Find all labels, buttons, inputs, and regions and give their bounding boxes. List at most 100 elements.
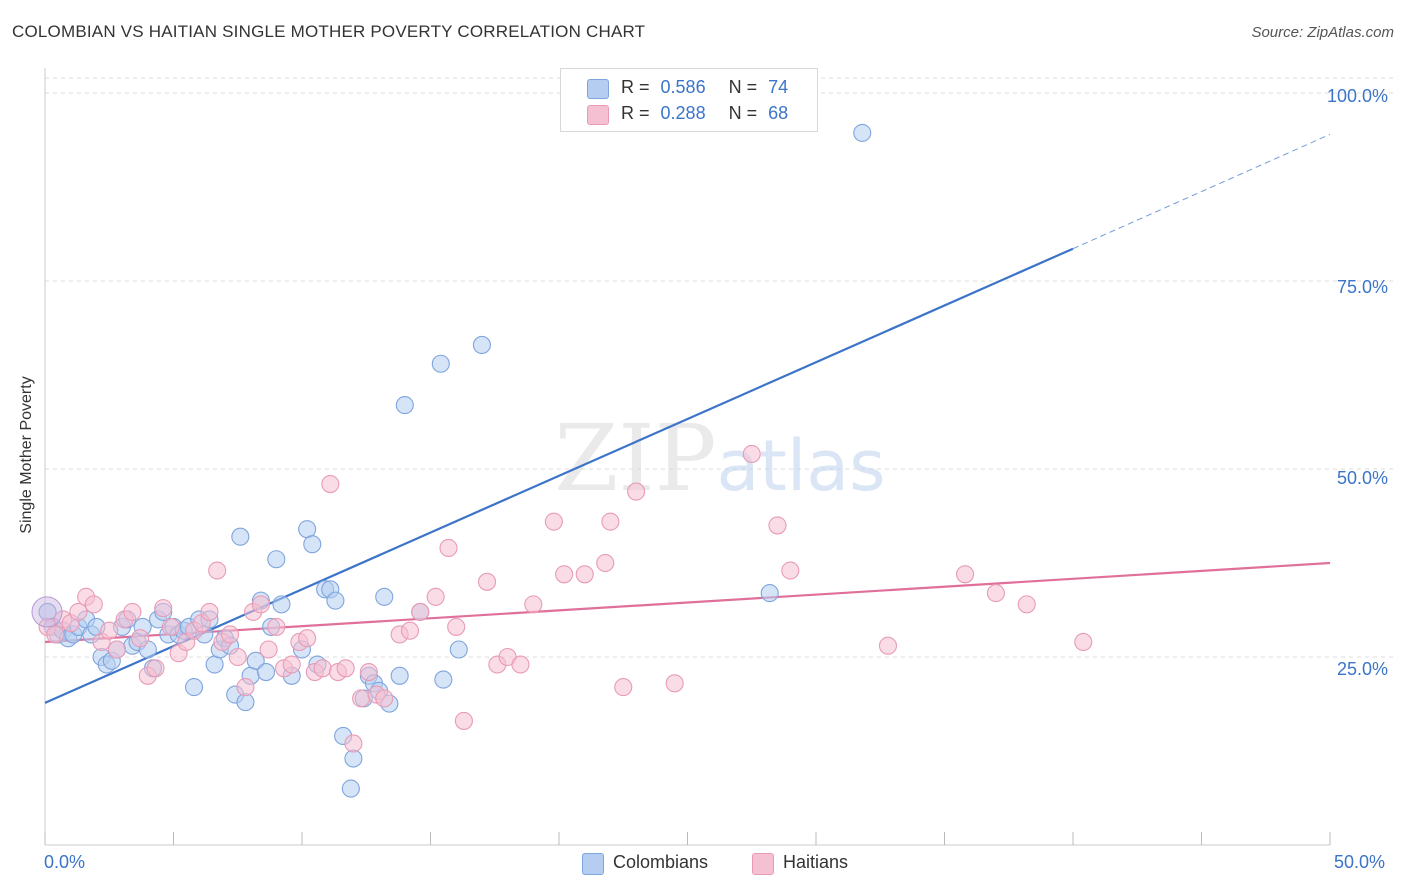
point-colombians xyxy=(375,587,394,606)
point-haitians xyxy=(665,674,684,693)
point-colombians xyxy=(341,779,360,798)
point-colombians xyxy=(472,335,491,354)
point-haitians xyxy=(555,565,574,584)
point-haitians xyxy=(454,711,473,730)
point-haitians xyxy=(84,595,103,614)
legend-n-value: 74 xyxy=(768,77,789,97)
data-points xyxy=(31,83,1093,798)
point-haitians xyxy=(100,621,119,640)
point-haitians xyxy=(161,617,180,636)
point-haitians xyxy=(259,640,278,659)
legend-swatch-blue xyxy=(587,79,609,99)
point-haitians xyxy=(426,587,445,606)
legend-n-label: N = xyxy=(728,103,758,123)
point-colombians xyxy=(185,678,204,697)
legend-r-label: R = xyxy=(621,77,650,97)
point-haitians xyxy=(251,595,270,614)
bottom-legend-label-haitians: Haitians xyxy=(783,852,849,872)
point-haitians xyxy=(742,444,761,464)
y-axis-label: Single Mother Poverty xyxy=(18,376,35,534)
legend-r-label: R = xyxy=(621,103,650,123)
point-haitians xyxy=(321,475,340,494)
y-tick-label-50: 50.0% xyxy=(1336,468,1388,488)
point-colombians xyxy=(434,670,453,689)
point-haitians xyxy=(575,565,594,584)
y-tick-label-25: 25.0% xyxy=(1336,659,1388,679)
point-colombians xyxy=(236,693,255,712)
point-haitians xyxy=(477,572,497,591)
point-haitians xyxy=(131,629,150,648)
point-haitians xyxy=(614,678,633,697)
point-colombians xyxy=(246,651,265,670)
legend-r-value: 0.586 xyxy=(660,77,706,97)
bottom-legend-label-colombians: Colombians xyxy=(613,852,709,872)
point-colombians xyxy=(256,662,276,682)
point-haitians xyxy=(601,512,620,531)
point-colombians xyxy=(205,655,224,674)
legend-n-label: N = xyxy=(728,77,758,97)
trend-line-haitians xyxy=(44,561,1331,644)
point-haitians xyxy=(1074,632,1093,652)
trend-lines xyxy=(44,133,1331,704)
point-haitians xyxy=(282,655,301,674)
point-colombians xyxy=(231,527,250,546)
point-colombians xyxy=(431,354,450,373)
point-haitians xyxy=(200,602,219,621)
y-tick-label-75: 75.0% xyxy=(1336,277,1388,297)
point-haitians xyxy=(411,602,430,621)
point-haitians xyxy=(1017,595,1036,614)
point-colombians xyxy=(303,535,322,554)
point-colombians xyxy=(272,595,291,614)
point-haitians xyxy=(447,617,466,636)
point-haitians xyxy=(298,629,317,648)
point-haitians xyxy=(596,553,615,573)
chart-source: Source: ZipAtlas.com xyxy=(1251,24,1394,41)
point-haitians xyxy=(511,655,530,674)
point-colombians xyxy=(449,640,468,659)
point-colombians xyxy=(298,520,317,539)
point-haitians xyxy=(69,602,88,621)
y-tick-label-100: 100.0% xyxy=(1326,86,1388,106)
legend-n-value: 68 xyxy=(768,103,789,123)
point-haitians xyxy=(107,640,127,659)
point-colombians xyxy=(344,749,363,768)
point-colombians xyxy=(390,666,409,685)
watermark-atlas: atlas xyxy=(717,425,886,507)
point-haitians xyxy=(400,621,419,640)
point-haitians xyxy=(986,584,1005,603)
point-colombians xyxy=(853,123,872,142)
legend-swatch-pink xyxy=(587,105,609,125)
point-haitians xyxy=(878,636,898,655)
point-haitians xyxy=(154,599,173,618)
correlation-legend: R = 0.586 N = 74 R = 0.288 N = 68 xyxy=(560,68,818,132)
point-haitians xyxy=(267,617,286,636)
point-haitians xyxy=(359,662,378,682)
point-haitians xyxy=(544,512,563,531)
x-tick-label-max: 50.0% xyxy=(1334,852,1386,872)
point-haitians xyxy=(768,516,787,535)
point-haitians xyxy=(375,689,394,708)
point-colombians xyxy=(395,396,414,415)
point-haitians xyxy=(524,595,543,614)
point-haitians xyxy=(352,689,371,708)
bottom-legend-swatch-blue xyxy=(582,853,604,875)
point-haitians xyxy=(336,659,355,678)
point-colombians xyxy=(760,584,779,603)
point-haitians xyxy=(46,625,65,644)
point-colombians xyxy=(326,591,345,610)
legend-r-value: 0.288 xyxy=(660,103,706,123)
point-haitians xyxy=(220,625,240,644)
point-haitians xyxy=(146,659,165,678)
point-haitians xyxy=(956,565,975,584)
x-tick-label-min: 0.0% xyxy=(44,852,86,872)
point-haitians xyxy=(236,678,255,697)
trend-line-colombians-extension xyxy=(1072,133,1331,250)
axes xyxy=(44,68,1331,846)
point-haitians xyxy=(313,659,332,678)
point-haitians xyxy=(228,647,247,667)
point-colombians xyxy=(267,550,286,569)
point-haitians xyxy=(627,482,646,501)
watermark: ZIPatlas xyxy=(554,405,885,512)
point-haitians xyxy=(781,561,800,580)
